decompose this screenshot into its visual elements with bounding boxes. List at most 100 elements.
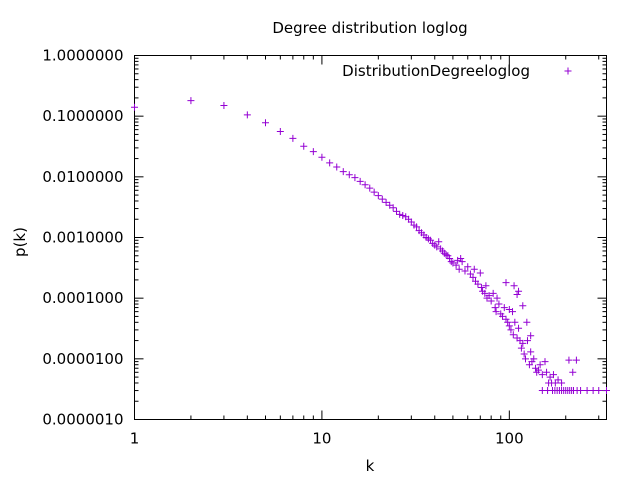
data-point [504, 318, 512, 326]
data-point [131, 103, 138, 111]
chart-title: Degree distribution loglog [272, 19, 467, 37]
data-point [399, 212, 407, 220]
data-point [565, 356, 573, 364]
data-point [485, 292, 493, 300]
data-point [309, 148, 317, 156]
data-point [433, 243, 441, 251]
data-point [326, 159, 334, 167]
data-point [500, 304, 508, 312]
data-point [461, 267, 469, 275]
data-point [446, 255, 454, 263]
data-point [519, 302, 527, 310]
data-point [345, 171, 353, 179]
data-point [378, 195, 386, 203]
legend-marker [564, 67, 572, 75]
data-point [509, 331, 517, 339]
data-point [519, 339, 527, 347]
data-point [435, 238, 443, 246]
data-point [517, 344, 525, 352]
data-point [505, 322, 513, 330]
data-point [289, 134, 297, 142]
data-point [458, 258, 466, 266]
data-point [523, 337, 531, 345]
data-point [454, 256, 462, 264]
data-point [361, 181, 369, 189]
data-point [534, 366, 542, 374]
data-point [495, 300, 503, 308]
data-point [515, 324, 523, 332]
y-tick-label: 0.0000100 [42, 350, 123, 368]
data-point [493, 294, 501, 302]
data-point [523, 318, 531, 326]
data-point [452, 261, 460, 269]
y-tick-label: 0.0000010 [42, 411, 123, 429]
data-point [447, 258, 455, 266]
data-point [549, 371, 557, 379]
data-point [318, 153, 326, 161]
data-points [131, 97, 610, 395]
data-point [457, 255, 465, 263]
data-point [261, 119, 269, 127]
data-point [522, 355, 530, 363]
x-tick-label: 10 [312, 430, 331, 448]
data-point [276, 127, 284, 135]
data-point [366, 184, 374, 192]
data-point [511, 318, 519, 326]
data-point [491, 304, 499, 312]
data-point [538, 371, 546, 379]
data-point [356, 177, 364, 185]
data-point [440, 249, 448, 257]
data-point [300, 142, 308, 150]
y-axis-label: p(k) [11, 227, 29, 257]
data-point [464, 263, 472, 271]
x-tick-label: 100 [495, 430, 524, 448]
data-point [554, 376, 562, 384]
data-point [543, 368, 551, 376]
data-point [374, 192, 382, 200]
data-point [572, 356, 580, 364]
data-point [603, 387, 610, 395]
data-point [220, 101, 228, 109]
data-point [455, 265, 463, 273]
data-point [577, 387, 585, 395]
data-point [513, 290, 521, 298]
data-point [487, 297, 495, 305]
data-point [187, 97, 195, 105]
data-point [492, 308, 500, 316]
data-point [470, 265, 478, 273]
legend-marker-plus [564, 67, 572, 75]
y-tick-label: 1.0000000 [42, 47, 123, 65]
data-point [476, 269, 484, 277]
data-point [243, 111, 251, 119]
data-point [558, 379, 566, 387]
y-tick-label: 0.0010000 [42, 229, 123, 247]
axis-ticks: 0.0000010 0.0000100 0.0001000 0.0010000 0.01… [42, 47, 607, 448]
data-point [333, 163, 341, 171]
data-point [413, 223, 421, 231]
data-point [482, 282, 490, 290]
data-point [502, 315, 510, 323]
data-point [515, 287, 523, 295]
data-point [520, 350, 528, 358]
data-point [474, 280, 482, 288]
y-tick-label: 0.1000000 [42, 107, 123, 125]
data-point [382, 198, 390, 206]
legend: DistributionDegreeloglog [342, 62, 572, 80]
data-point [527, 332, 535, 340]
data-point [469, 273, 477, 281]
x-tick-label: 1 [130, 430, 140, 448]
data-point [351, 174, 359, 182]
data-point [442, 251, 450, 259]
data-point [569, 368, 577, 376]
data-point [392, 207, 400, 215]
data-point [507, 326, 515, 334]
data-point [481, 289, 489, 297]
data-point [510, 282, 518, 290]
data-point [339, 168, 347, 176]
data-point [530, 355, 538, 363]
data-point [527, 348, 535, 356]
data-point [536, 361, 544, 369]
data-point [595, 387, 603, 395]
data-point [505, 306, 513, 314]
